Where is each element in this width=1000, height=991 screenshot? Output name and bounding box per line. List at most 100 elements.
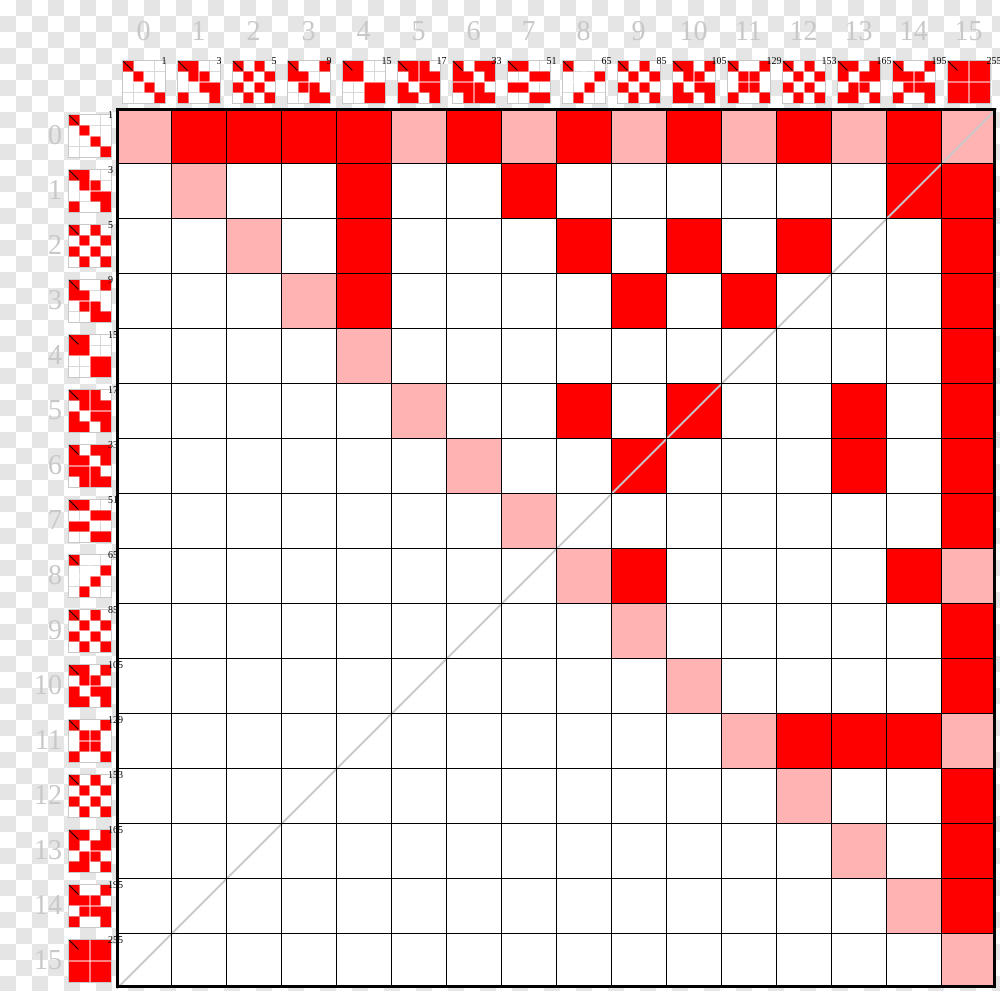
matrix-border-bottom xyxy=(116,985,996,988)
row-index: 7 xyxy=(8,505,62,537)
col-index: 8 xyxy=(556,16,611,48)
row-thumb-label: 165 xyxy=(108,825,123,836)
col-thumb xyxy=(342,60,386,104)
matrix-cell xyxy=(336,108,391,163)
matrix-cell xyxy=(941,933,996,988)
row-thumb-label: 105 xyxy=(108,660,123,671)
row-thumb-label: 5 xyxy=(108,220,113,231)
col-thumb xyxy=(562,60,606,104)
row-thumb xyxy=(68,719,112,763)
grid-horizontal xyxy=(116,658,996,659)
matrix-cell xyxy=(611,548,666,603)
matrix-cell xyxy=(941,163,996,218)
matrix-cell xyxy=(226,108,281,163)
grid-horizontal xyxy=(116,768,996,769)
row-thumb-label: 65 xyxy=(108,550,118,561)
col-thumb xyxy=(177,60,221,104)
matrix-cell xyxy=(886,713,941,768)
col-thumb xyxy=(507,60,551,104)
matrix-cell xyxy=(666,218,721,273)
col-index: 14 xyxy=(886,16,941,48)
row-thumb-label: 3 xyxy=(108,165,113,176)
col-thumb xyxy=(287,60,331,104)
col-thumb-label: 33 xyxy=(492,56,502,67)
row-index: 2 xyxy=(8,230,62,262)
col-thumb-label: 153 xyxy=(822,56,837,67)
matrix-cell xyxy=(941,383,996,438)
row-thumb xyxy=(68,444,112,488)
col-index: 5 xyxy=(391,16,446,48)
matrix-cell xyxy=(776,768,831,823)
matrix-cell xyxy=(336,328,391,383)
row-index: 6 xyxy=(8,450,62,482)
col-index: 1 xyxy=(171,16,226,48)
matrix-cell xyxy=(941,493,996,548)
row-thumb xyxy=(68,609,112,653)
col-thumb-label: 1 xyxy=(162,56,167,67)
row-index: 0 xyxy=(8,120,62,152)
matrix-cell xyxy=(666,108,721,163)
matrix-cell xyxy=(941,823,996,878)
col-index: 0 xyxy=(116,16,171,48)
matrix-cell xyxy=(831,713,886,768)
col-thumb-label: 15 xyxy=(382,56,392,67)
matrix-cell xyxy=(886,878,941,933)
grid-vertical xyxy=(831,108,832,988)
col-index: 4 xyxy=(336,16,391,48)
relation-matrix xyxy=(116,108,996,988)
matrix-cell xyxy=(171,163,226,218)
matrix-cell xyxy=(941,273,996,328)
matrix-cell xyxy=(336,273,391,328)
grid-horizontal xyxy=(116,878,996,879)
matrix-cell xyxy=(611,603,666,658)
row-thumb xyxy=(68,774,112,818)
grid-vertical xyxy=(611,108,612,988)
figure-root: 0113253941551763375186598510105111291215… xyxy=(0,0,1000,991)
grid-horizontal xyxy=(116,933,996,934)
grid-horizontal xyxy=(116,548,996,549)
col-thumb xyxy=(947,60,991,104)
row-index: 14 xyxy=(8,890,62,922)
matrix-cell xyxy=(776,218,831,273)
matrix-cell xyxy=(281,108,336,163)
col-thumb-label: 85 xyxy=(657,56,667,67)
col-thumb xyxy=(617,60,661,104)
grid-vertical xyxy=(941,108,942,988)
matrix-border-left xyxy=(116,108,119,988)
col-index: 6 xyxy=(446,16,501,48)
matrix-cell xyxy=(941,878,996,933)
col-index: 2 xyxy=(226,16,281,48)
row-index: 15 xyxy=(8,945,62,977)
row-thumb xyxy=(68,829,112,873)
col-thumb xyxy=(232,60,276,104)
matrix-cell xyxy=(556,383,611,438)
col-thumb-label: 9 xyxy=(327,56,332,67)
col-thumb xyxy=(452,60,496,104)
col-thumb-label: 195 xyxy=(932,56,947,67)
row-thumb xyxy=(68,499,112,543)
row-thumb-label: 51 xyxy=(108,495,118,506)
row-thumb xyxy=(68,664,112,708)
matrix-cell xyxy=(556,218,611,273)
row-thumb xyxy=(68,389,112,433)
row-index: 8 xyxy=(8,560,62,592)
matrix-border-top xyxy=(116,108,996,111)
row-thumb-label: 33 xyxy=(108,440,118,451)
matrix-cell xyxy=(941,603,996,658)
grid-horizontal xyxy=(116,603,996,604)
matrix-cell xyxy=(336,163,391,218)
matrix-cell xyxy=(776,713,831,768)
row-index: 5 xyxy=(8,395,62,427)
row-thumb xyxy=(68,554,112,598)
col-thumb xyxy=(397,60,441,104)
matrix-cell xyxy=(391,108,446,163)
matrix-cell xyxy=(941,768,996,823)
matrix-cell xyxy=(611,108,666,163)
row-thumb xyxy=(68,279,112,323)
matrix-cell xyxy=(391,383,446,438)
row-thumb-label: 129 xyxy=(108,715,123,726)
matrix-cell xyxy=(721,713,776,768)
row-thumb xyxy=(68,884,112,928)
col-thumb xyxy=(892,60,936,104)
row-thumb xyxy=(68,334,112,378)
